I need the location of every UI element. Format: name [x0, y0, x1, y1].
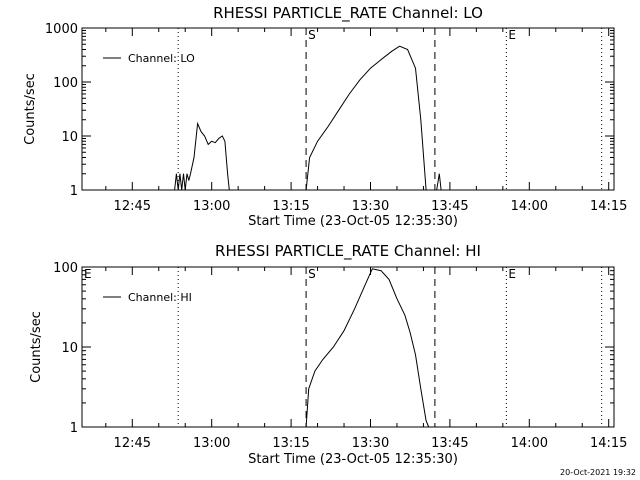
legend-label: Channel: HI	[128, 291, 192, 304]
y-tick-label: 1	[70, 421, 78, 436]
x-tick-label: 14:15	[590, 199, 627, 214]
legend-label: Channel: LO	[128, 52, 195, 65]
x-axis-label: Start Time (23-Oct-05 12:35:30)	[248, 214, 458, 229]
x-tick-label: 13:30	[352, 436, 389, 451]
x-tick-label: 13:45	[431, 199, 468, 214]
plot-frame	[81, 27, 615, 191]
y-tick-label: 10	[61, 130, 78, 145]
x-tick-label: 12:45	[114, 436, 151, 451]
flag-label-e: E	[508, 28, 516, 42]
flag-label-s: S	[308, 267, 316, 281]
y-axis-label: Counts/sec	[29, 311, 44, 383]
x-tick-label: 14:15	[590, 436, 627, 451]
footer-timestamp: 20-Oct-2021 19:32	[560, 468, 636, 477]
x-tick-label: 13:00	[193, 436, 230, 451]
y-axis-label: Counts/sec	[23, 73, 38, 145]
chart-panel-2: RHESSI PARTICLE_RATE Channel: HI 12:45 13:…	[29, 242, 627, 467]
x-tick-label: 13:00	[193, 199, 230, 214]
flag-label-s: S	[308, 28, 316, 42]
series-line	[174, 45, 442, 191]
flag-label-e: E	[508, 267, 516, 281]
y-tick-label: 100	[53, 261, 78, 276]
x-tick-label: 14:00	[511, 436, 548, 451]
x-tick-label: 13:30	[352, 199, 389, 214]
flag-label-e: E	[84, 267, 92, 281]
x-tick-label: 14:00	[511, 199, 548, 214]
x-axis-label: Start Time (23-Oct-05 12:35:30)	[248, 452, 458, 467]
y-tick-label: 1000	[45, 22, 78, 37]
chart-panel-1: RHESSI PARTICLE_RATE Channel: LO 12:45 13:…	[23, 4, 627, 229]
x-tick-label: 13:15	[272, 199, 309, 214]
chart-title: RHESSI PARTICLE_RATE Channel: HI	[215, 242, 481, 261]
x-tick-label: 13:15	[272, 436, 309, 451]
series-line	[305, 268, 430, 428]
y-tick-label: 1	[70, 184, 78, 199]
x-tick-label: 12:45	[114, 199, 151, 214]
chart-title: RHESSI PARTICLE_RATE Channel: LO	[213, 4, 483, 23]
x-tick-label: 13:45	[431, 436, 468, 451]
y-tick-label: 100	[53, 76, 78, 91]
y-tick-label: 10	[61, 341, 78, 356]
